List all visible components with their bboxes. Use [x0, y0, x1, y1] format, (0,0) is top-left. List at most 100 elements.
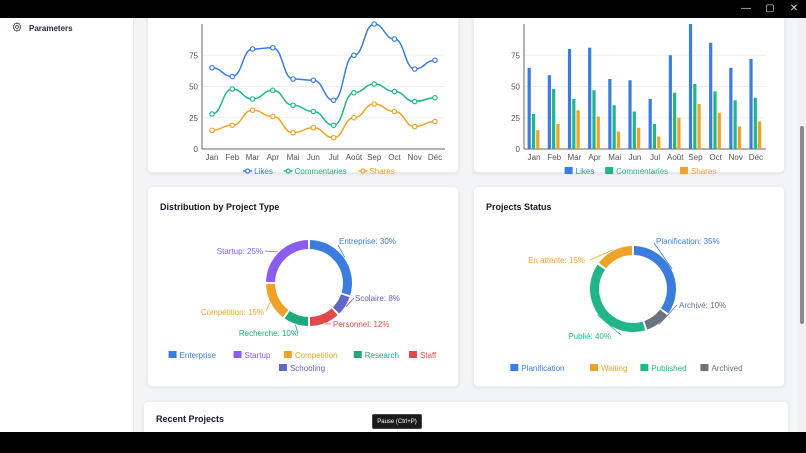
bar-shares: [576, 110, 580, 149]
status-title: Projects Status: [486, 202, 552, 212]
label-leader: [337, 244, 345, 258]
bar-commentaries: [693, 84, 697, 149]
data-point: [290, 129, 296, 136]
legend-swatch: [700, 364, 709, 371]
x-tick-label: Jan: [206, 153, 219, 162]
donut-slice: [332, 294, 350, 314]
x-tick-label: Déc: [428, 153, 442, 162]
data-point: [270, 44, 276, 51]
x-tick-label: Jun: [307, 153, 320, 162]
data-point: [371, 21, 377, 27]
bar-shares: [596, 116, 600, 149]
x-tick-label: Oct: [388, 153, 401, 162]
donut-slice: [309, 308, 338, 326]
bar-commentaries: [592, 90, 596, 149]
legend-label: Commentaries: [295, 167, 347, 174]
data-point: [209, 127, 215, 134]
scrollbar-thumb[interactable]: [800, 126, 804, 324]
legend-label: Likes: [254, 167, 273, 174]
legend-swatch: [640, 364, 649, 371]
y-tick-label: 0: [516, 145, 521, 154]
data-point: [229, 122, 236, 129]
slice-label: Personnel: 12%: [333, 320, 389, 329]
y-tick-label: 75: [511, 51, 520, 60]
legend-swatch: [408, 351, 417, 358]
bar-likes: [668, 55, 672, 149]
bar-commentaries: [753, 97, 757, 149]
status-donut-chart: Planification: 35% Archivé: 10% Publié: 40…: [510, 237, 743, 373]
data-point: [391, 108, 398, 115]
data-point: [330, 97, 337, 104]
maximize-button[interactable]: ▢: [765, 3, 775, 14]
data-point: [432, 57, 438, 64]
x-tick-label: Août: [667, 153, 684, 162]
legend-marker: [245, 168, 251, 174]
bar-commentaries: [572, 99, 576, 149]
engagement-bar-chart: 0 25 50 75 Jan Feb Mar Apr Mai Jun Jul Août Sep Oct No…: [511, 24, 766, 176]
bar-shares: [637, 127, 641, 149]
bar-likes: [527, 67, 531, 149]
donut-slice: [644, 309, 668, 330]
data-point: [209, 64, 215, 71]
label-leader: [653, 242, 673, 270]
legend-swatch: [283, 351, 292, 358]
bar-likes: [588, 47, 592, 149]
legend-label: Competition: [295, 351, 338, 360]
legend-label: Published: [651, 364, 686, 373]
bar-commentaries: [673, 92, 677, 149]
bar-commentaries: [632, 111, 636, 149]
data-point: [229, 86, 236, 92]
data-point: [432, 118, 438, 125]
data-point: [249, 107, 256, 114]
y-tick-label: 50: [189, 83, 198, 92]
data-point: [310, 108, 317, 115]
label-leader: [264, 250, 278, 253]
legend-label: Enterprise: [180, 351, 217, 360]
label-leader: [265, 302, 271, 312]
x-tick-label: Apr: [588, 153, 601, 162]
bar-shares: [717, 112, 721, 149]
bar-likes: [749, 59, 753, 149]
label-leader: [345, 297, 355, 307]
slice-label: En attente: 15%: [528, 256, 585, 265]
x-tick-label: Nov: [408, 153, 422, 162]
legend-label: Planification: [521, 364, 564, 373]
data-point: [391, 36, 398, 42]
label-leader: [597, 314, 622, 336]
y-tick-label: 25: [189, 114, 198, 123]
engagement-line-chart: 0 25 50 75 Jan Feb Mar Apr Mai Jun Jul Août Sep Oct No…: [189, 21, 445, 176]
bar-commentaries: [652, 124, 657, 149]
legend-swatch: [168, 351, 177, 358]
x-tick-label: Déc: [749, 153, 763, 162]
x-tick-label: Apr: [267, 153, 280, 162]
label-leader: [295, 324, 299, 334]
donut-slice: [266, 240, 309, 283]
legend-label: Staff: [420, 351, 437, 360]
distribution-card: Distribution by Project Type Entreprise:…: [147, 186, 459, 387]
slice-label: Startup: 25%: [217, 247, 263, 256]
gear-icon: [12, 22, 22, 34]
slice-label: Archivé: 10%: [679, 301, 726, 310]
sidebar-item-parameters[interactable]: Parameters: [12, 22, 73, 34]
engagement-line-card: 0 25 50 75 Jan Feb Mar Apr Mai Jun Jul Août Sep Oct No…: [147, 18, 459, 176]
close-button[interactable]: ✕: [789, 3, 799, 14]
data-point: [229, 73, 236, 80]
data-point: [249, 46, 256, 52]
data-point: [310, 124, 317, 131]
minimize-button[interactable]: —: [741, 3, 751, 14]
pause-tooltip: Pause (Ctrl+P): [372, 414, 422, 429]
legend-swatch: [590, 364, 599, 371]
x-tick-label: Mar: [246, 153, 260, 162]
legend-marker: [285, 168, 291, 174]
x-tick-label: Jun: [628, 153, 641, 162]
x-tick-label: Sep: [367, 153, 382, 162]
scrollbar[interactable]: [798, 18, 806, 432]
legend-swatch: [564, 167, 573, 174]
bar-likes: [608, 79, 612, 149]
legend-swatch: [605, 167, 614, 174]
legend-label: Schooling: [290, 364, 325, 373]
bar-likes: [729, 67, 733, 149]
bar-shares: [697, 104, 701, 149]
y-tick-label: 75: [189, 51, 198, 60]
